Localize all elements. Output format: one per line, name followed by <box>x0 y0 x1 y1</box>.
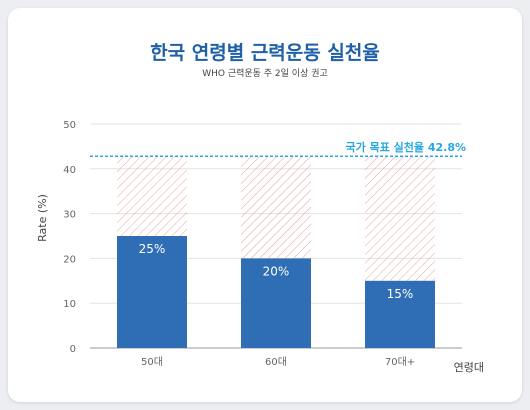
target-gap-hatch <box>365 156 435 281</box>
y-tick-label: 20 <box>63 254 76 265</box>
bar <box>117 236 187 348</box>
y-tick-label: 0 <box>70 344 76 355</box>
bars <box>117 236 435 348</box>
bar-value-label: 20% <box>263 264 290 278</box>
bar-value-label: 25% <box>139 242 166 256</box>
chart-subtitle: WHO 근력운동 주 2일 이상 권고 <box>202 69 328 79</box>
y-tick-label: 40 <box>63 165 76 176</box>
chart-title: 한국 연령별 근력운동 실천율 <box>150 42 380 64</box>
y-tick-label: 30 <box>63 210 76 221</box>
x-tick-label: 60대 <box>265 356 287 368</box>
y-tick-label: 10 <box>63 299 76 310</box>
bar <box>365 280 435 348</box>
x-axis-label: 연령대 <box>454 361 484 374</box>
bar-value-label: 15% <box>387 287 414 301</box>
target-gap-hatches <box>117 156 435 281</box>
y-axis-label: Rate (%) <box>36 194 49 242</box>
labels: 0 10 20 30 40 50 25% 50대 20% 60대 15% 70대+ <box>63 120 462 368</box>
x-tick-label: 50대 <box>141 356 163 368</box>
target-gap-hatch <box>241 156 311 259</box>
y-tick-label: 50 <box>63 120 76 131</box>
x-tick-label: 70대+ <box>385 356 415 368</box>
bar <box>241 258 311 348</box>
target-label: 국가 목표 실천율 42.8% <box>346 140 467 154</box>
target-gap-hatch <box>117 156 187 236</box>
